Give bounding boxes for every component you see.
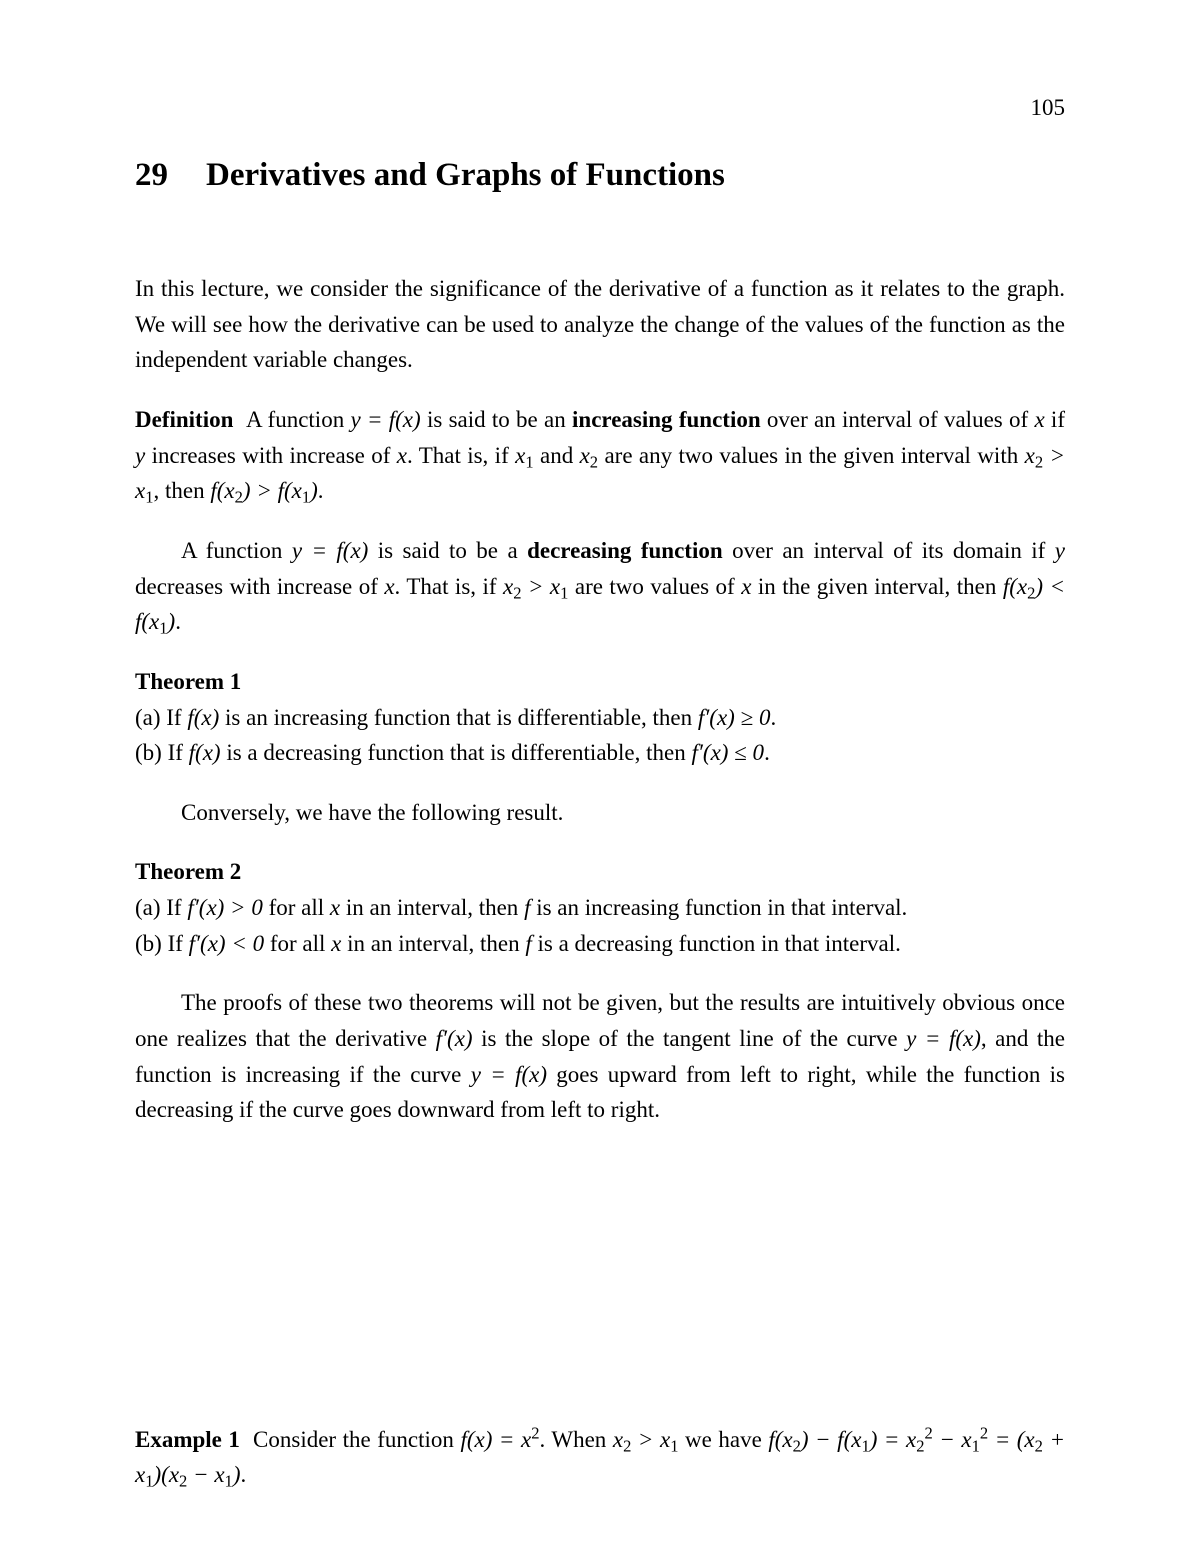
math-y-eq-fx: y = f(x) bbox=[906, 1026, 981, 1051]
t: for all bbox=[263, 895, 330, 920]
t: . bbox=[318, 478, 324, 503]
math-x1: x1 bbox=[515, 443, 534, 468]
t: (a) If bbox=[135, 705, 187, 730]
t: (b) If bbox=[135, 931, 189, 956]
definition-increasing: Definition A function y = f(x) is said t… bbox=[135, 402, 1065, 509]
theorem-2-body: (a) If f′(x) > 0 for all x in an interva… bbox=[135, 890, 1065, 961]
t: (b) If bbox=[135, 740, 189, 765]
math-x2-gt-x1: x2 > x1 bbox=[503, 574, 568, 599]
section-heading: 29 Derivatives and Graphs of Functions bbox=[135, 150, 1065, 201]
converse-paragraph: Conversely, we have the following result… bbox=[135, 795, 1065, 831]
page-number: 105 bbox=[1031, 90, 1066, 126]
t: , then bbox=[154, 478, 211, 503]
math-x: x bbox=[397, 443, 407, 468]
math-y-eq-fx: y = f(x) bbox=[471, 1062, 547, 1087]
t: in the given interval, then bbox=[751, 574, 1002, 599]
math-x: x bbox=[384, 574, 394, 599]
theorem-2-label: Theorem 2 bbox=[135, 854, 1065, 890]
example-1: Example 1 Consider the function f(x) = x… bbox=[135, 1422, 1065, 1493]
theorem-1-label: Theorem 1 bbox=[135, 664, 1065, 700]
t: . bbox=[241, 1462, 247, 1487]
t: decreases with increase of bbox=[135, 574, 384, 599]
math-y: y bbox=[1055, 538, 1065, 563]
t: . That is, if bbox=[395, 574, 503, 599]
t: is an increasing function that is differ… bbox=[219, 705, 698, 730]
math-x2: x2 bbox=[580, 443, 599, 468]
definition-label: Definition bbox=[135, 407, 233, 432]
t: over an interval of values of bbox=[761, 407, 1035, 432]
math-y: y bbox=[135, 443, 145, 468]
term-decreasing-function: decreasing function bbox=[527, 538, 723, 563]
math-fx: f(x) bbox=[189, 740, 221, 765]
math-fprime-gt-0: f′(x) > 0 bbox=[187, 895, 262, 920]
section-number: 29 bbox=[135, 150, 168, 201]
t: A function bbox=[181, 538, 292, 563]
t: if bbox=[1045, 407, 1065, 432]
definition-decreasing: A function y = f(x) is said to be a decr… bbox=[135, 533, 1065, 640]
t: increases with increase of bbox=[145, 443, 397, 468]
term-increasing-function: increasing function bbox=[572, 407, 761, 432]
math-y-eq-fx: y = f(x) bbox=[350, 407, 420, 432]
section-title-text: Derivatives and Graphs of Functions bbox=[206, 157, 725, 193]
t: A function bbox=[246, 407, 351, 432]
math-x2-gt-x1: x2 > x1 bbox=[613, 1427, 679, 1452]
math-y-eq-fx: y = f(x) bbox=[292, 538, 369, 563]
t: in an interval, then bbox=[341, 931, 525, 956]
t: over an interval of its domain if bbox=[723, 538, 1055, 563]
t: Consider the function bbox=[253, 1427, 460, 1452]
t: . That is, if bbox=[407, 443, 515, 468]
math-fprime-x: f′(x) bbox=[436, 1026, 473, 1051]
intro-paragraph: In this lecture, we consider the signifi… bbox=[135, 271, 1065, 378]
t: are any two values in the given interval… bbox=[598, 443, 1025, 468]
t: . bbox=[175, 609, 181, 634]
t: is said to be a bbox=[368, 538, 527, 563]
t: is a decreasing function that is differe… bbox=[221, 740, 692, 765]
math-fx2-gt-fx1: f(x2) > f(x1) bbox=[210, 478, 317, 503]
proofs-paragraph: The proofs of these two theorems will no… bbox=[135, 985, 1065, 1128]
page: 105 29 Derivatives and Graphs of Function… bbox=[0, 0, 1200, 1553]
t: . bbox=[770, 705, 776, 730]
t: we have bbox=[678, 1427, 768, 1452]
t: is said to be an bbox=[421, 407, 572, 432]
math-fx-eq-x2: f(x) = x2 bbox=[460, 1427, 539, 1452]
example-label: Example 1 bbox=[135, 1427, 240, 1452]
math-fprime-lt-0: f′(x) < 0 bbox=[189, 931, 264, 956]
math-fprime-ge-0: f′(x) ≥ 0 bbox=[698, 705, 771, 730]
t: for all bbox=[264, 931, 331, 956]
math-x: x bbox=[741, 574, 751, 599]
t: . bbox=[764, 740, 770, 765]
math-fx: f(x) bbox=[187, 705, 219, 730]
t: (a) If bbox=[135, 895, 187, 920]
math-x: x bbox=[1034, 407, 1044, 432]
theorem-1-body: (a) If f(x) is an increasing function th… bbox=[135, 700, 1065, 771]
t: and bbox=[534, 443, 580, 468]
t: is the slope of the tangent line of the … bbox=[473, 1026, 907, 1051]
t: are two values of bbox=[568, 574, 741, 599]
math-x: x bbox=[330, 895, 340, 920]
t: . When bbox=[540, 1427, 613, 1452]
t: in an interval, then bbox=[340, 895, 524, 920]
math-fprime-le-0: f′(x) ≤ 0 bbox=[691, 740, 764, 765]
t: is a decreasing function in that interva… bbox=[532, 931, 901, 956]
math-x: x bbox=[331, 931, 341, 956]
t: is an increasing function in that interv… bbox=[530, 895, 907, 920]
